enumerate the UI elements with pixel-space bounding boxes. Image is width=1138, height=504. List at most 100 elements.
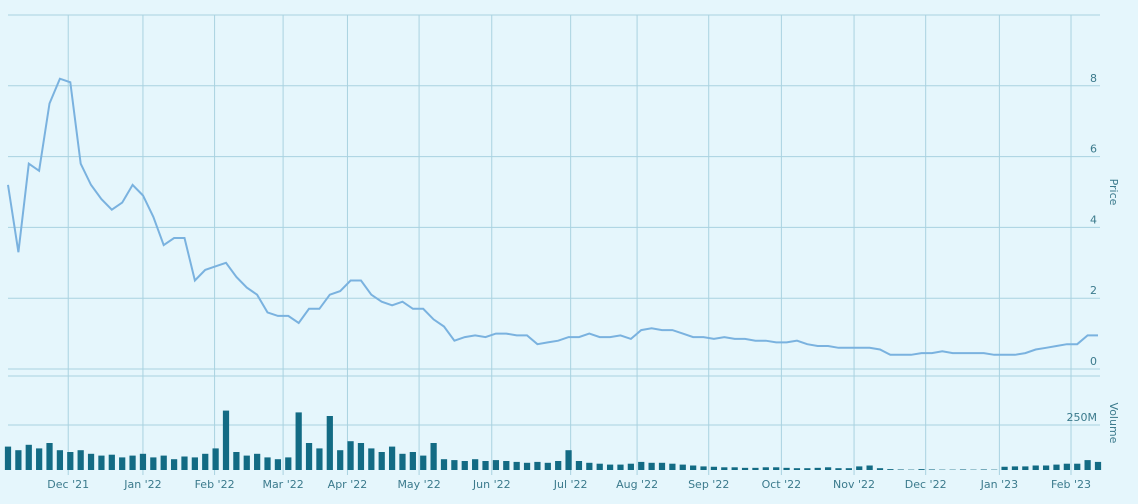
volume-bar [648, 462, 655, 470]
volume-bar [67, 452, 74, 470]
y-tick-label: 250M [1067, 411, 1098, 424]
volume-bar [897, 469, 904, 470]
volume-bar [212, 448, 219, 470]
volume-bar [1022, 466, 1029, 470]
volume-bar [679, 464, 686, 470]
volume-bar [835, 468, 842, 470]
volume-bar [1042, 465, 1050, 470]
volume-bar [596, 463, 603, 470]
volume-bar [845, 468, 852, 470]
volume-bar [243, 455, 250, 470]
volume-bar [170, 459, 178, 470]
volume-bar [420, 455, 427, 470]
volume-bar [409, 452, 416, 470]
volume-bar [264, 457, 271, 470]
volume-bar [295, 412, 302, 470]
volume-bar [285, 457, 292, 470]
y-tick-label: 0 [1090, 355, 1097, 368]
y-axis-title: Price [1107, 179, 1120, 206]
volume-bar [1001, 466, 1008, 470]
volume-bar [77, 450, 84, 470]
volume-bar [378, 452, 385, 470]
y-tick-label: 8 [1090, 72, 1097, 85]
volume-bar [980, 469, 987, 470]
volume-bar [326, 416, 333, 470]
x-tick-label: Feb '22 [195, 478, 235, 491]
volume-bar [87, 453, 95, 470]
volume-bar [368, 448, 375, 470]
x-tick-label: Dec '22 [905, 478, 947, 491]
volume-bar [710, 466, 718, 470]
volume-bar [586, 462, 593, 470]
volume-bar [523, 462, 531, 470]
x-tick-label: May '22 [397, 478, 440, 491]
volume-bar [150, 457, 157, 470]
x-tick-label: Mar '22 [262, 478, 303, 491]
volume-bar [222, 410, 230, 470]
volume-bar [544, 462, 551, 470]
x-tick-label: Nov '22 [833, 478, 875, 491]
volume-bar [555, 461, 562, 470]
volume-bar [274, 459, 282, 470]
volume-bar [129, 455, 136, 470]
x-tick-label: Aug '22 [616, 478, 658, 491]
volume-bar [534, 461, 541, 470]
volume-bar [461, 461, 468, 470]
volume-bar [804, 468, 811, 470]
y-tick-label: 2 [1090, 284, 1097, 297]
volume-bar [472, 459, 479, 470]
volume-bar [119, 457, 126, 470]
volume-bar [160, 455, 167, 470]
volume-bar [46, 443, 53, 470]
x-tick-label: Jul '22 [553, 478, 588, 491]
volume-bar [928, 469, 936, 470]
volume-bar [866, 465, 873, 470]
volume-bar [503, 461, 510, 470]
volume-bar [440, 459, 448, 470]
volume-bar [721, 467, 728, 470]
x-tick-label: Feb '23 [1051, 478, 1091, 491]
volume-bar [814, 467, 821, 470]
volume-bar [617, 464, 624, 470]
volume-bar [513, 461, 520, 470]
volume-bar [1084, 460, 1091, 470]
volume-bar [752, 467, 759, 470]
price-line [7, 77, 1098, 356]
volume-bar [700, 466, 707, 470]
volume-bar [316, 448, 323, 470]
volume-bar [783, 467, 790, 470]
volume-bar [741, 467, 749, 470]
volume-bar [669, 463, 676, 470]
volume-bar [762, 467, 769, 470]
volume-bar [181, 456, 188, 470]
volume-bar [658, 462, 666, 470]
volume-bar [959, 469, 967, 470]
y-tick-label: 4 [1090, 213, 1097, 226]
volume-bar [606, 464, 614, 470]
volume-bar [4, 446, 12, 470]
volume-bar [492, 460, 500, 470]
volume-bar [1053, 464, 1060, 470]
volume-bar [25, 444, 32, 470]
volume-bar [347, 441, 354, 470]
volume-bar [36, 448, 43, 470]
volume-bar [56, 450, 64, 470]
volume-bar [202, 453, 209, 470]
volume-bar [399, 453, 406, 470]
volume-bar [824, 467, 832, 470]
volume-bar [1074, 463, 1081, 470]
volume-bar [773, 467, 780, 470]
volume-bar [98, 455, 105, 470]
volume-bar [918, 469, 925, 470]
x-tick-label: Sep '22 [688, 478, 729, 491]
volume-bar [139, 453, 147, 470]
volume-bar [638, 461, 645, 470]
volume-bar [887, 469, 894, 470]
volume-bar [191, 457, 198, 470]
volume-bar [337, 450, 344, 470]
volume-bar [856, 466, 863, 470]
volume-bar [575, 461, 583, 470]
volume-bar [1032, 465, 1039, 470]
x-tick-label: Jan '22 [123, 478, 161, 491]
